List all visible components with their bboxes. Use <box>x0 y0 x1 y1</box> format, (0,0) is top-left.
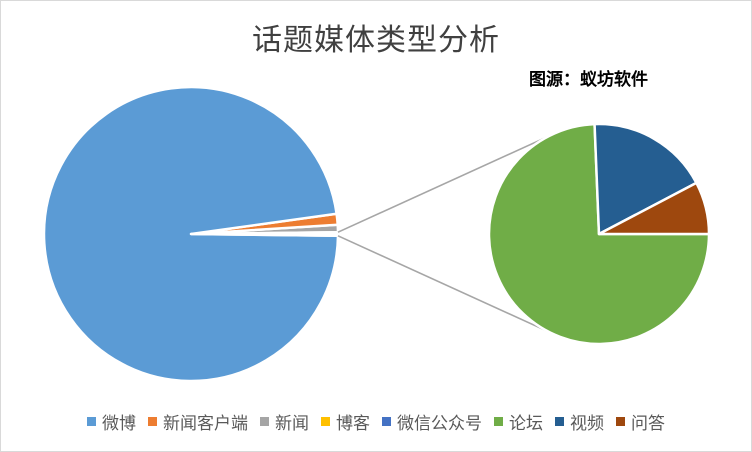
legend-label: 微博 <box>102 414 136 434</box>
connector-line-top <box>337 131 559 233</box>
legend-item: 博客 <box>321 409 370 434</box>
legend-item: 视频 <box>555 409 604 434</box>
legend-swatch <box>616 417 625 426</box>
legend-label: 论坛 <box>509 414 543 434</box>
secondary-slice-6 <box>593 122 698 236</box>
legend-swatch <box>382 417 391 426</box>
legend-item: 微博 <box>87 409 136 434</box>
legend-label: 视频 <box>570 414 604 434</box>
legend-swatch <box>260 417 269 426</box>
legend-swatch <box>555 417 564 426</box>
legend-label: 新闻客户端 <box>163 414 248 434</box>
legend-label: 博客 <box>336 414 370 434</box>
legend-label: 微信公众号 <box>397 414 482 434</box>
legend-swatch <box>87 417 96 426</box>
pie-slice-other <box>189 230 340 238</box>
legend-label: 新闻 <box>275 414 309 434</box>
legend-item: 论坛 <box>494 409 543 434</box>
legend-swatch <box>494 417 503 426</box>
connector-line-bottom <box>337 235 559 337</box>
legend-item: 问答 <box>616 409 665 434</box>
chart-legend: 微博 新闻客户端 新闻 博客 微信公众号 论坛 视频 问答 <box>1 409 751 434</box>
legend-item: 新闻 <box>260 409 309 434</box>
legend-item: 新闻客户端 <box>148 409 248 434</box>
legend-item: 微信公众号 <box>382 409 482 434</box>
chart-source: 图源：蚁坊软件 <box>529 70 648 90</box>
legend-swatch <box>148 417 157 426</box>
legend-swatch <box>321 417 330 426</box>
chart-title: 话题媒体类型分析 <box>252 23 500 58</box>
legend-label: 问答 <box>631 414 665 434</box>
secondary-slice-7 <box>597 181 711 236</box>
